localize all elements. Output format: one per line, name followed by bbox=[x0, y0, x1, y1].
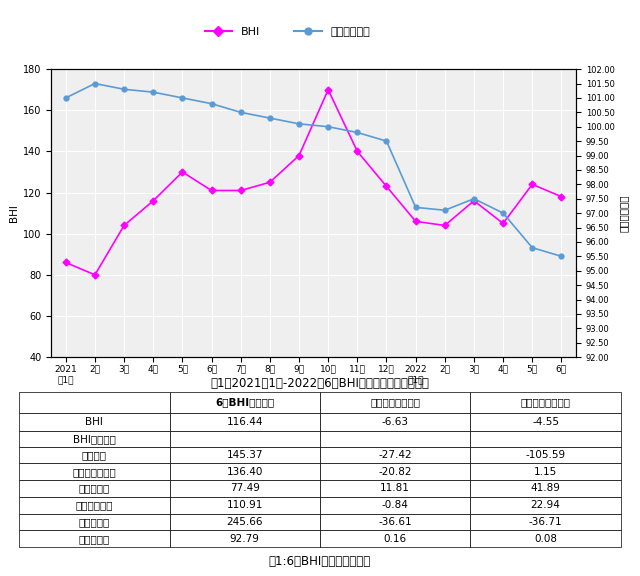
Legend: BHI, 国房景气指数: BHI, 国房景气指数 bbox=[200, 23, 374, 41]
Text: 表1:6月BHI及分指数数据表: 表1:6月BHI及分指数数据表 bbox=[269, 555, 371, 568]
Y-axis label: 国房景气指数: 国房景气指数 bbox=[619, 194, 628, 232]
Y-axis label: BHI: BHI bbox=[9, 204, 19, 222]
Text: 图1：2021年1月-2022年6月BHI与国房景气指数对比图: 图1：2021年1月-2022年6月BHI与国房景气指数对比图 bbox=[211, 377, 429, 389]
